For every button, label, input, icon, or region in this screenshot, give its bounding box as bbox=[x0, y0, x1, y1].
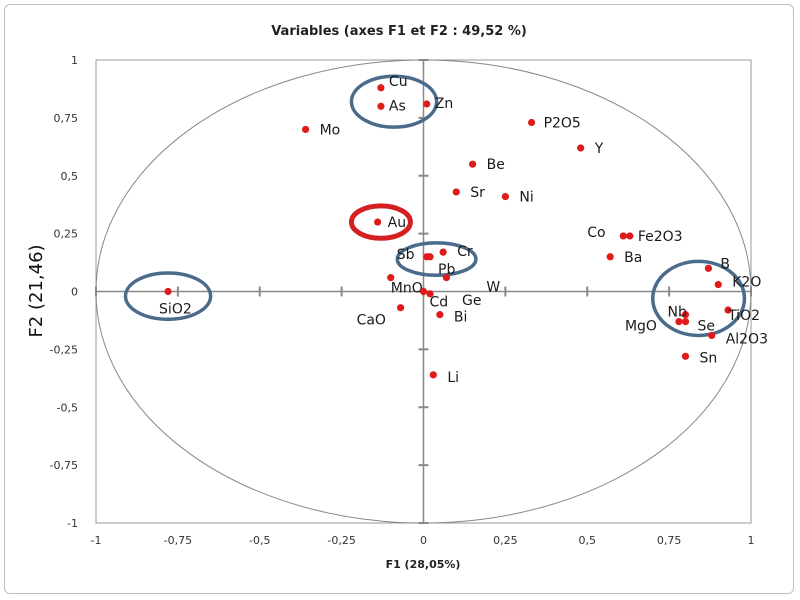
x-tick-label: 0,5 bbox=[579, 534, 597, 547]
x-tick-label: -0,75 bbox=[164, 534, 192, 547]
x-tick-label: -0,25 bbox=[327, 534, 355, 547]
x-axis-label: F1 (28,05%) bbox=[386, 558, 461, 571]
data-point-b bbox=[704, 264, 713, 272]
point-label-mno: MnO bbox=[391, 281, 423, 297]
point-label-cu: Cu bbox=[389, 74, 408, 90]
data-point-sn bbox=[681, 352, 690, 360]
point-label-b: B bbox=[720, 256, 730, 272]
data-point-li bbox=[429, 371, 437, 379]
highlight-ellipse-red bbox=[348, 203, 413, 241]
y-tick-label: -0,25 bbox=[50, 343, 78, 356]
y-tick-label: -1 bbox=[67, 517, 78, 530]
data-point-ge bbox=[426, 290, 434, 298]
highlight-ellipse-blue bbox=[395, 241, 478, 278]
point-label-cr: Cr bbox=[457, 244, 473, 260]
highlight-ellipse-blue bbox=[349, 74, 439, 129]
point-label-y: Y bbox=[594, 141, 604, 157]
data-point-cao bbox=[396, 304, 405, 312]
point-label-ba: Ba bbox=[624, 250, 642, 266]
data-point-al2o3 bbox=[708, 331, 716, 340]
point-label-sn: Sn bbox=[700, 350, 718, 366]
point-label-sb: Sb bbox=[397, 247, 415, 263]
point-label-ni: Ni bbox=[519, 190, 533, 206]
data-point-ni bbox=[501, 192, 509, 201]
data-point-mgo bbox=[675, 317, 683, 326]
y-tick-label: -0,5 bbox=[57, 401, 78, 414]
data-point-nb bbox=[681, 311, 690, 319]
chart-title: Variables (axes F1 et F2 : 49,52 %) bbox=[271, 24, 527, 39]
data-point-mno bbox=[387, 274, 395, 282]
point-label-be: Be bbox=[487, 157, 505, 173]
point-label-p2o5: P2O5 bbox=[544, 116, 581, 132]
data-point-bi bbox=[436, 311, 444, 319]
highlight-ellipse-blue bbox=[651, 259, 747, 338]
y-tick-label: 1 bbox=[71, 54, 78, 67]
data-point-tio2 bbox=[724, 306, 732, 314]
data-point-ba bbox=[606, 253, 614, 261]
y-tick-label: 0,25 bbox=[54, 228, 79, 241]
x-tick-label: 1 bbox=[748, 534, 755, 547]
point-label-k2o: K2O bbox=[732, 275, 761, 291]
data-point-mo bbox=[302, 125, 310, 134]
data-point-co bbox=[619, 232, 627, 240]
data-point-sio2 bbox=[164, 287, 172, 296]
data-point-cu bbox=[377, 84, 385, 92]
y-tick-label: 0,5 bbox=[61, 170, 79, 183]
point-label-tio2: TiO2 bbox=[727, 308, 760, 324]
point-label-w: W bbox=[486, 280, 500, 296]
data-point-zn bbox=[423, 100, 431, 108]
y-axis-label: F2 (21,46) bbox=[26, 244, 47, 337]
x-tick-label: -0,5 bbox=[249, 534, 270, 547]
point-label-al2o3: Al2O3 bbox=[726, 331, 768, 347]
data-point-as bbox=[377, 102, 385, 110]
data-point-p2o5 bbox=[527, 118, 536, 127]
point-label-pb: Pb bbox=[438, 262, 455, 278]
data-point-se bbox=[681, 317, 690, 326]
data-point-au bbox=[374, 218, 382, 226]
point-label-se: Se bbox=[698, 319, 716, 335]
point-label-as: As bbox=[389, 98, 406, 114]
point-label-ge: Ge bbox=[462, 293, 481, 309]
data-point-y bbox=[577, 144, 585, 152]
data-point-be bbox=[469, 160, 477, 168]
point-label-sio2: SiO2 bbox=[159, 302, 192, 318]
data-point-fe2o3 bbox=[626, 232, 634, 240]
x-tick-label: 0,75 bbox=[657, 534, 682, 547]
y-tick-label: 0,75 bbox=[54, 112, 79, 125]
point-label-zn: Zn bbox=[435, 96, 453, 112]
data-point-k2o bbox=[714, 280, 722, 289]
point-label-fe2o3: Fe2O3 bbox=[638, 229, 683, 245]
data-point-pb bbox=[426, 253, 434, 261]
x-tick-label: 0 bbox=[420, 534, 427, 547]
data-point-cd bbox=[419, 287, 428, 296]
chart-frame bbox=[4, 4, 794, 594]
data-point-w bbox=[442, 274, 451, 282]
point-label-sr: Sr bbox=[470, 185, 485, 201]
data-point-sr bbox=[452, 188, 460, 196]
point-label-li: Li bbox=[447, 370, 459, 386]
plot-area: -1 -0,75 -0,5 -0,25 0 0,25 0,5 0,75 1 1 0,75 0,5 0,2… bbox=[50, 54, 768, 547]
point-label-au: Au bbox=[388, 215, 406, 231]
y-tick-label: -0,75 bbox=[50, 459, 78, 472]
point-label-cd: Cd bbox=[430, 295, 449, 311]
point-label-mgo: MgO bbox=[625, 319, 657, 335]
point-label-mo: Mo bbox=[320, 122, 341, 138]
highlight-ellipse-blue bbox=[123, 271, 213, 322]
point-label-nb: Nb bbox=[668, 305, 687, 321]
point-label-co: Co bbox=[587, 225, 605, 241]
x-tick-label: -1 bbox=[91, 534, 102, 547]
point-label-cao: CaO bbox=[357, 313, 386, 329]
x-tick-label: 0,25 bbox=[493, 534, 518, 547]
y-tick-label: 0 bbox=[71, 286, 78, 299]
point-label-bi: Bi bbox=[454, 310, 468, 326]
data-point-cr bbox=[439, 248, 447, 256]
